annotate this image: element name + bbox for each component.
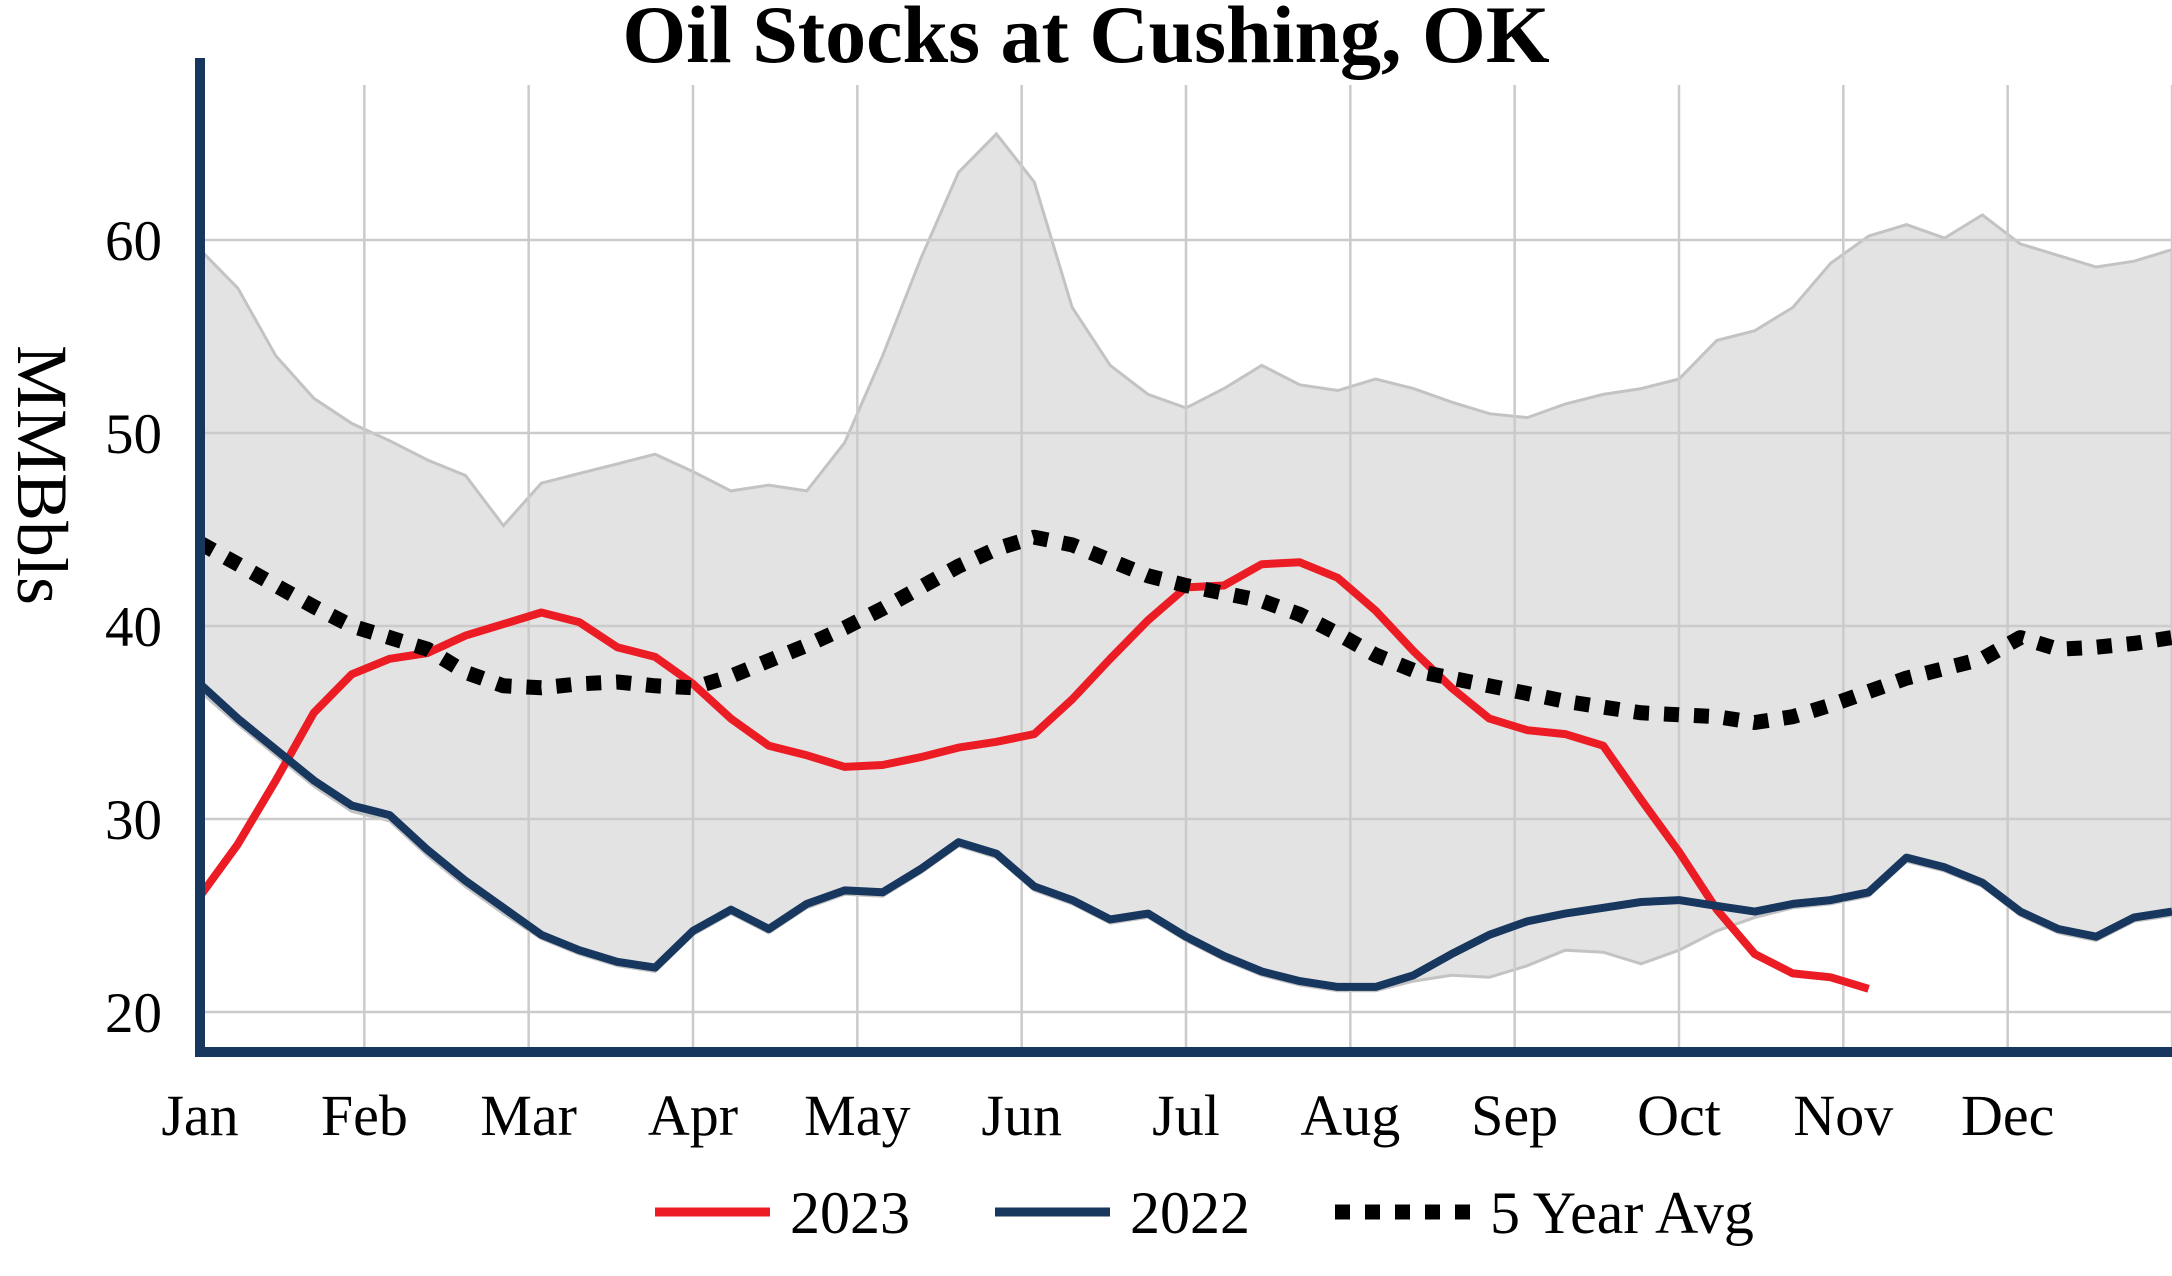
x-tick-label-jan: Jan [161,1083,238,1148]
legend: 2023 2022 5 Year Avg [655,1180,1754,1246]
gridlines [200,85,2172,1052]
legend-label-2022: 2022 [1130,1180,1250,1246]
series-line-2023 [196,558,1870,993]
y-tick-label-40: 40 [105,596,162,659]
x-tick-label-sep: Sep [1471,1083,1558,1148]
legend-item-5-year-avg: 5 Year Avg [1335,1180,1754,1246]
legend-label-2023: 2023 [790,1180,910,1246]
legend-item-2023: 2023 [655,1180,910,1246]
chart-title: Oil Stocks at Cushing, OK [622,0,1549,80]
y-axis-title: MMBbls [2,345,82,605]
x-tick-label-jul: Jul [1152,1083,1220,1148]
series-line-2022 [197,680,2172,991]
x-tick-label-oct: Oct [1637,1083,1721,1148]
x-tick-label-mar: Mar [480,1083,577,1148]
x-tick-label-apr: Apr [648,1083,738,1148]
x-tick-label-may: May [804,1083,910,1148]
tick-labels: 20 30 40 50 60 Jan Feb Mar Apr May Jun Jul Aug Sep Oct… [105,210,2054,1148]
legend-item-2022: 2022 [995,1180,1250,1246]
y-tick-label-60: 60 [105,210,162,273]
y-tick-label-30: 30 [105,789,162,852]
x-tick-label-nov: Nov [1793,1083,1893,1148]
x-tick-label-aug: Aug [1300,1083,1400,1148]
y-tick-label-50: 50 [105,403,162,466]
x-tick-label-jun: Jun [981,1083,1062,1148]
series-line-5-year-avg [196,529,2172,730]
series-lines [196,529,2172,993]
y-tick-label-20: 20 [105,982,162,1045]
axes [195,58,2172,1057]
x-tick-label-feb: Feb [321,1083,408,1148]
legend-label-5-year-avg: 5 Year Avg [1490,1180,1754,1246]
x-tick-label-dec: Dec [1961,1083,2054,1148]
